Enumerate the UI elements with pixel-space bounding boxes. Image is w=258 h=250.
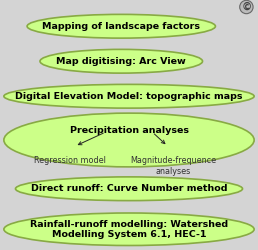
Text: Direct runoff: Curve Number method: Direct runoff: Curve Number method [31, 184, 227, 193]
Text: Map digitising: Arc View: Map digitising: Arc View [57, 57, 186, 66]
Ellipse shape [4, 113, 254, 167]
Ellipse shape [40, 50, 203, 73]
Text: Regression model: Regression model [34, 156, 106, 165]
Ellipse shape [4, 84, 254, 108]
Ellipse shape [4, 213, 254, 246]
Text: Magnitude-frequence
analyses: Magnitude-frequence analyses [130, 156, 216, 176]
Text: Precipitation analyses: Precipitation analyses [69, 126, 189, 135]
Text: Mapping of landscape factors: Mapping of landscape factors [42, 22, 200, 31]
Text: ©: © [241, 2, 252, 12]
Text: Rainfall-runoff modelling: Watershed
Modelling System 6.1, HEC-1: Rainfall-runoff modelling: Watershed Mod… [30, 220, 228, 239]
Ellipse shape [27, 14, 215, 38]
Text: Digital Elevation Model: topographic maps: Digital Elevation Model: topographic map… [15, 92, 243, 101]
Ellipse shape [15, 177, 243, 201]
